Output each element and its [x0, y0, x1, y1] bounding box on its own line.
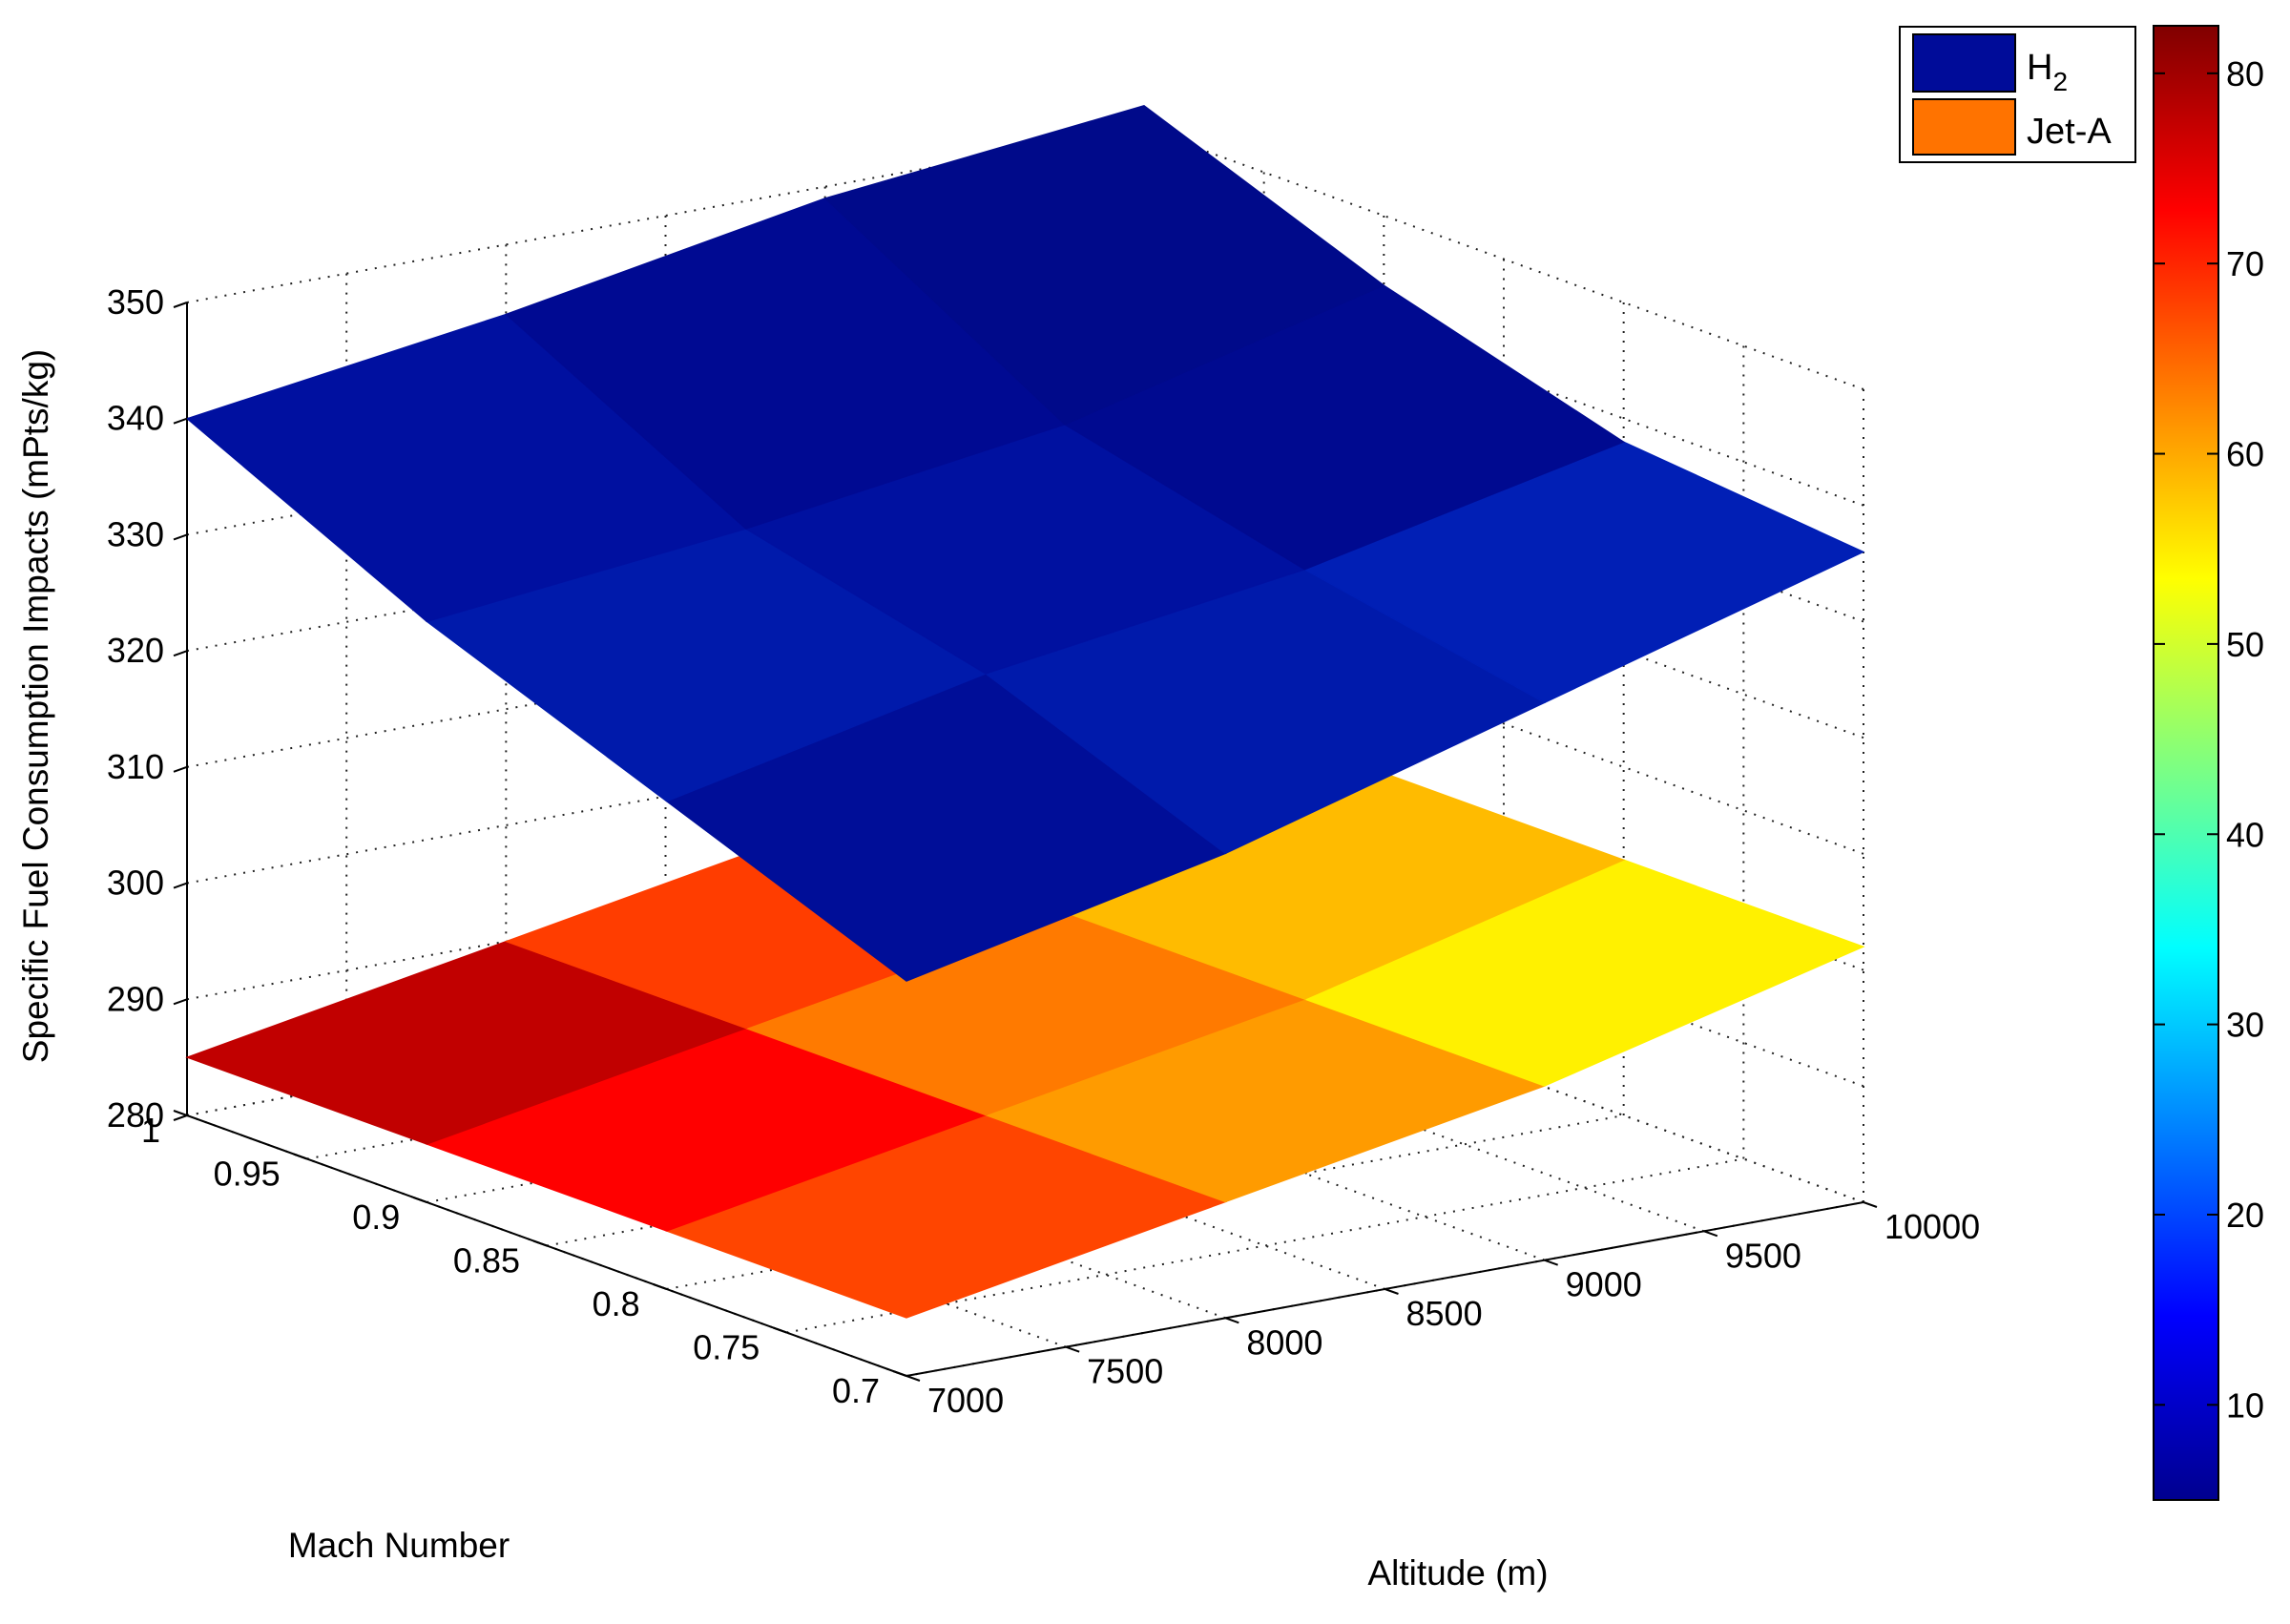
- z-tick-mark: [173, 417, 188, 425]
- y-tick-label: 0.8: [593, 1284, 640, 1323]
- legend: H2 Jet-A: [1899, 26, 2136, 163]
- x-tick-label: 9500: [1725, 1236, 1801, 1275]
- x-tick-label: 10000: [1884, 1207, 1980, 1246]
- surface-face: [823, 105, 1385, 426]
- y-tick-mark: [653, 1283, 668, 1290]
- y-tick-mark: [892, 1370, 907, 1377]
- surfaces: [185, 105, 1865, 1319]
- legend-swatch-h2: [1912, 33, 2016, 93]
- colorbar-tick-label: 80: [2226, 54, 2264, 94]
- colorbar-tick-label: 10: [2226, 1385, 2264, 1425]
- x-tick-label: 9000: [1566, 1265, 1642, 1304]
- z-tick-mark: [173, 765, 188, 773]
- x-tick-mark: [1703, 1230, 1718, 1238]
- z-tick-label: 280: [107, 1095, 164, 1135]
- x-tick-mark: [906, 1375, 921, 1382]
- x-tick-mark: [1863, 1201, 1878, 1208]
- x-tick-mark: [1065, 1345, 1080, 1353]
- x-tick-mark: [1224, 1317, 1239, 1324]
- colorbar-tick-label: 70: [2226, 244, 2264, 283]
- y-tick-mark: [772, 1326, 787, 1334]
- z-tick-mark: [173, 302, 188, 308]
- y-tick-mark: [173, 1110, 188, 1116]
- colorbar-gradient: [2153, 25, 2219, 1501]
- z-tick-label: 350: [107, 282, 164, 322]
- colorbar-tick-label: 20: [2226, 1196, 2264, 1235]
- colorbar-tick-label: 40: [2226, 815, 2264, 854]
- grid-line: [1143, 592, 1864, 855]
- y-tick-label: 0.85: [453, 1241, 520, 1280]
- y-tick-mark: [532, 1239, 548, 1247]
- legend-label-jet-a: Jet-A: [2027, 112, 2112, 152]
- y-tick-mark: [412, 1197, 427, 1203]
- x-tick-mark: [1384, 1288, 1399, 1295]
- y-tick-label: 0.9: [352, 1197, 400, 1237]
- z-tick-label: 340: [107, 399, 164, 438]
- y-tick-label: 1: [141, 1111, 160, 1150]
- z-tick-mark: [173, 533, 188, 541]
- z-tick-mark: [173, 998, 188, 1006]
- z-tick-mark: [173, 1114, 188, 1121]
- x-tick-label: 8000: [1246, 1322, 1322, 1362]
- x-tick-mark: [1544, 1259, 1559, 1266]
- z-tick-mark: [173, 650, 188, 657]
- tick-labels: 280 290 300 310 320 330 340 350 0.7 0.75 0.8 0.85 0.…: [107, 282, 1980, 1420]
- y-tick-mark: [293, 1153, 308, 1160]
- colorbar-tick-label: 50: [2226, 625, 2264, 664]
- colorbar: 10 20 30 40 50 60 70 80: [2153, 25, 2264, 1501]
- colorbar-tick-label: 30: [2226, 1006, 2264, 1045]
- x-tick-label: 8500: [1406, 1294, 1483, 1333]
- y-tick-label: 0.7: [832, 1371, 880, 1410]
- legend-label-h2: H2: [2027, 48, 2068, 96]
- z-tick-label: 310: [107, 747, 164, 786]
- x-tick-label: 7500: [1087, 1352, 1163, 1391]
- y-tick-label: 0.95: [214, 1155, 281, 1194]
- z-tick-label: 330: [107, 514, 164, 553]
- z-tick-label: 320: [107, 631, 164, 670]
- grid-line: [1143, 128, 1864, 390]
- z-axis-label: Specific Fuel Consumption Impacts (mPts/…: [16, 349, 55, 1063]
- legend-swatch-jet-a: [1912, 98, 2016, 156]
- z-tick-label: 290: [107, 979, 164, 1018]
- x-axis-label: Altitude (m): [1367, 1553, 1548, 1593]
- colorbar-tick-label: 60: [2226, 435, 2264, 474]
- y-tick-label: 0.75: [693, 1328, 760, 1367]
- x-tick-label: 7000: [927, 1381, 1004, 1420]
- z-tick-mark: [173, 882, 188, 889]
- z-tick-label: 300: [107, 864, 164, 903]
- y-axis-label: Mach Number: [288, 1526, 510, 1565]
